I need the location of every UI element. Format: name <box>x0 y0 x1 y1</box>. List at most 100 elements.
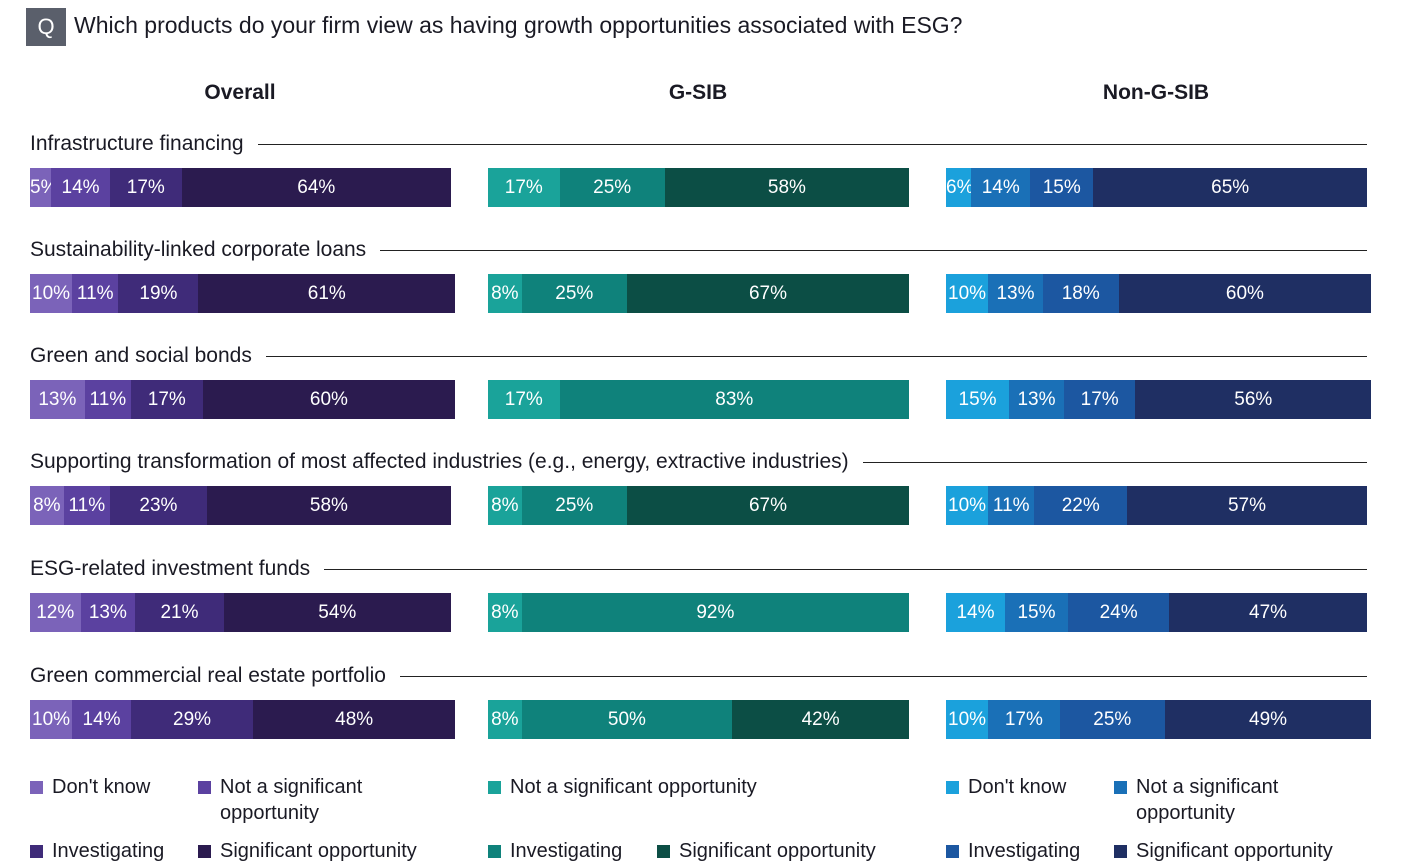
value-label: 58% <box>309 495 348 516</box>
separator-line <box>324 568 1367 570</box>
bar-segment <box>1169 593 1367 632</box>
legend-label: Significant opportunity <box>1136 840 1333 862</box>
value-label: 56% <box>1234 389 1273 410</box>
row-label-line: Green and social bonds <box>30 343 1367 369</box>
bar-segment <box>181 168 451 207</box>
value-label: 14% <box>61 177 100 198</box>
bar-segment <box>488 700 522 739</box>
value-label: 10% <box>32 283 71 304</box>
bar-segment <box>488 593 522 632</box>
legend-swatch <box>488 781 501 794</box>
value-label: 25% <box>555 283 594 304</box>
bar-segment <box>109 168 182 207</box>
bar-segment <box>946 168 972 207</box>
bar-segment <box>1118 274 1372 313</box>
value-label: 64% <box>297 177 336 198</box>
bar-segment <box>626 274 909 313</box>
legend-label: Investigating <box>510 840 623 862</box>
value-label: 49% <box>1249 709 1288 730</box>
row-label-line: Supporting transformation of most affect… <box>30 449 1367 475</box>
value-label: 22% <box>1061 495 1100 516</box>
legend-swatch <box>946 781 959 794</box>
legend-label: Don't know <box>968 776 1067 798</box>
legend-label: Don't know <box>52 776 151 798</box>
bar-segment <box>30 168 52 207</box>
value-label: 6% <box>946 177 974 198</box>
legend-item: Not a significant opportunity <box>1114 774 1364 826</box>
panel-title: G-SIB <box>668 81 728 104</box>
value-label: 13% <box>38 389 77 410</box>
bar-segment <box>253 700 456 739</box>
legend-item: Significant opportunity <box>657 838 907 864</box>
question-badge: Q <box>26 8 66 46</box>
bar-segment <box>131 700 254 739</box>
value-label: 47% <box>1249 602 1288 623</box>
panel-title: Overall <box>204 81 276 104</box>
bar-segment <box>946 380 1010 419</box>
bar-segment <box>1034 486 1128 525</box>
legend-swatch <box>198 845 211 858</box>
row-label: Infrastructure financing <box>30 132 244 155</box>
value-label: 11% <box>89 389 127 410</box>
separator-line <box>380 249 1367 251</box>
bar-segment <box>1068 593 1170 632</box>
legend-swatch <box>1114 781 1127 794</box>
value-label: 17% <box>504 177 543 198</box>
value-label: 10% <box>948 283 987 304</box>
legend-swatch <box>657 845 670 858</box>
bar-segment <box>559 380 909 419</box>
legend-label: Not a significant opportunity <box>510 776 757 798</box>
value-label: 8% <box>491 709 519 730</box>
bar-segment <box>988 274 1043 313</box>
value-label: 58% <box>767 177 806 198</box>
bar-segment <box>30 700 73 739</box>
value-label: 10% <box>948 495 987 516</box>
bar-segment <box>1164 700 1372 739</box>
bar-segment <box>72 700 132 739</box>
row-label: Green commercial real estate portfolio <box>30 664 386 687</box>
legend-label: Investigating <box>968 840 1081 862</box>
bar-segment <box>131 380 203 419</box>
legend-label: Significant opportunity <box>220 840 417 862</box>
bar-segment <box>664 168 909 207</box>
value-label: 17% <box>126 177 165 198</box>
value-label: 17% <box>1080 389 1119 410</box>
question-text: Which products do your firm view as havi… <box>74 12 963 38</box>
value-label: 25% <box>1093 709 1132 730</box>
row-label-line: Infrastructure financing <box>30 131 1367 157</box>
value-label: 11% <box>68 495 106 516</box>
bar-segment <box>488 274 522 313</box>
value-label: 15% <box>1042 177 1081 198</box>
value-label: 23% <box>139 495 178 516</box>
row-label: Green and social bonds <box>30 344 252 367</box>
value-label: 13% <box>88 602 127 623</box>
bar-segment <box>118 274 199 313</box>
legend-swatch <box>30 845 43 858</box>
value-label: 10% <box>32 709 71 730</box>
legend-item: Not a significant opportunity <box>198 774 448 826</box>
value-label: 8% <box>491 495 519 516</box>
legend-label: Investigating <box>52 840 165 862</box>
legend-label: Not a significant opportunity <box>220 776 363 824</box>
value-label: 14% <box>981 177 1020 198</box>
bar-segment <box>946 593 1005 632</box>
bar-segment <box>521 700 733 739</box>
bar-segment <box>521 274 627 313</box>
value-label: 65% <box>1211 177 1250 198</box>
value-label: 61% <box>307 283 346 304</box>
bar-segment <box>1135 380 1372 419</box>
value-label: 42% <box>801 709 840 730</box>
bar-segment <box>1127 486 1367 525</box>
value-label: 13% <box>1017 389 1056 410</box>
bar-segment <box>80 593 136 632</box>
bar-segment <box>1093 168 1367 207</box>
legend-swatch <box>30 781 43 794</box>
value-label: 8% <box>491 602 519 623</box>
bar-segment <box>30 274 73 313</box>
value-label: 14% <box>956 602 995 623</box>
separator-line <box>265 355 1367 357</box>
legend-item: Don't know <box>30 774 200 800</box>
bar-segment <box>109 486 207 525</box>
value-label: 17% <box>504 389 543 410</box>
value-label: 14% <box>82 709 121 730</box>
